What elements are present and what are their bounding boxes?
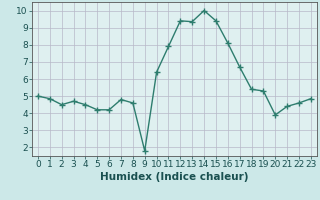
X-axis label: Humidex (Indice chaleur): Humidex (Indice chaleur) (100, 172, 249, 182)
